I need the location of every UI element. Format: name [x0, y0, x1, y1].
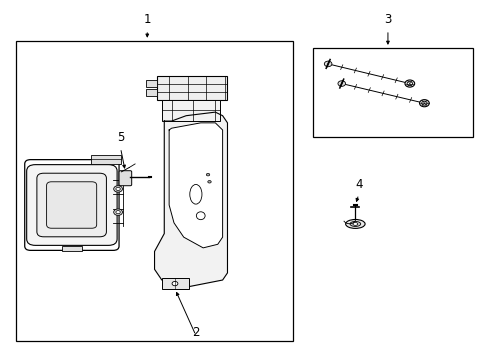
Bar	[146, 80, 157, 87]
Bar	[312, 48, 472, 137]
Ellipse shape	[114, 209, 122, 215]
Ellipse shape	[172, 282, 178, 286]
Ellipse shape	[207, 180, 211, 183]
Text: 2: 2	[192, 326, 199, 339]
Ellipse shape	[196, 212, 204, 220]
Ellipse shape	[404, 80, 414, 87]
FancyBboxPatch shape	[27, 165, 117, 246]
FancyBboxPatch shape	[46, 182, 97, 228]
Ellipse shape	[324, 61, 331, 67]
Ellipse shape	[116, 211, 120, 214]
Ellipse shape	[337, 81, 345, 86]
FancyBboxPatch shape	[119, 171, 131, 186]
FancyBboxPatch shape	[25, 159, 119, 250]
Bar	[146, 89, 157, 96]
Bar	[62, 246, 81, 251]
Ellipse shape	[419, 100, 428, 107]
Ellipse shape	[407, 82, 412, 86]
Ellipse shape	[114, 186, 122, 192]
Ellipse shape	[345, 220, 365, 228]
Text: 3: 3	[384, 13, 391, 26]
Bar	[162, 100, 220, 121]
Ellipse shape	[206, 174, 209, 176]
FancyBboxPatch shape	[37, 173, 106, 237]
Ellipse shape	[421, 101, 426, 105]
Ellipse shape	[352, 222, 357, 225]
Bar	[157, 76, 227, 100]
Polygon shape	[169, 123, 222, 248]
Text: 5: 5	[117, 131, 124, 144]
Bar	[16, 41, 292, 341]
Bar	[162, 278, 188, 289]
Text: 1: 1	[143, 13, 151, 26]
Bar	[91, 155, 120, 164]
Ellipse shape	[189, 184, 202, 204]
Ellipse shape	[349, 221, 360, 226]
Polygon shape	[154, 112, 227, 287]
Text: 4: 4	[354, 178, 362, 191]
Ellipse shape	[116, 187, 120, 190]
